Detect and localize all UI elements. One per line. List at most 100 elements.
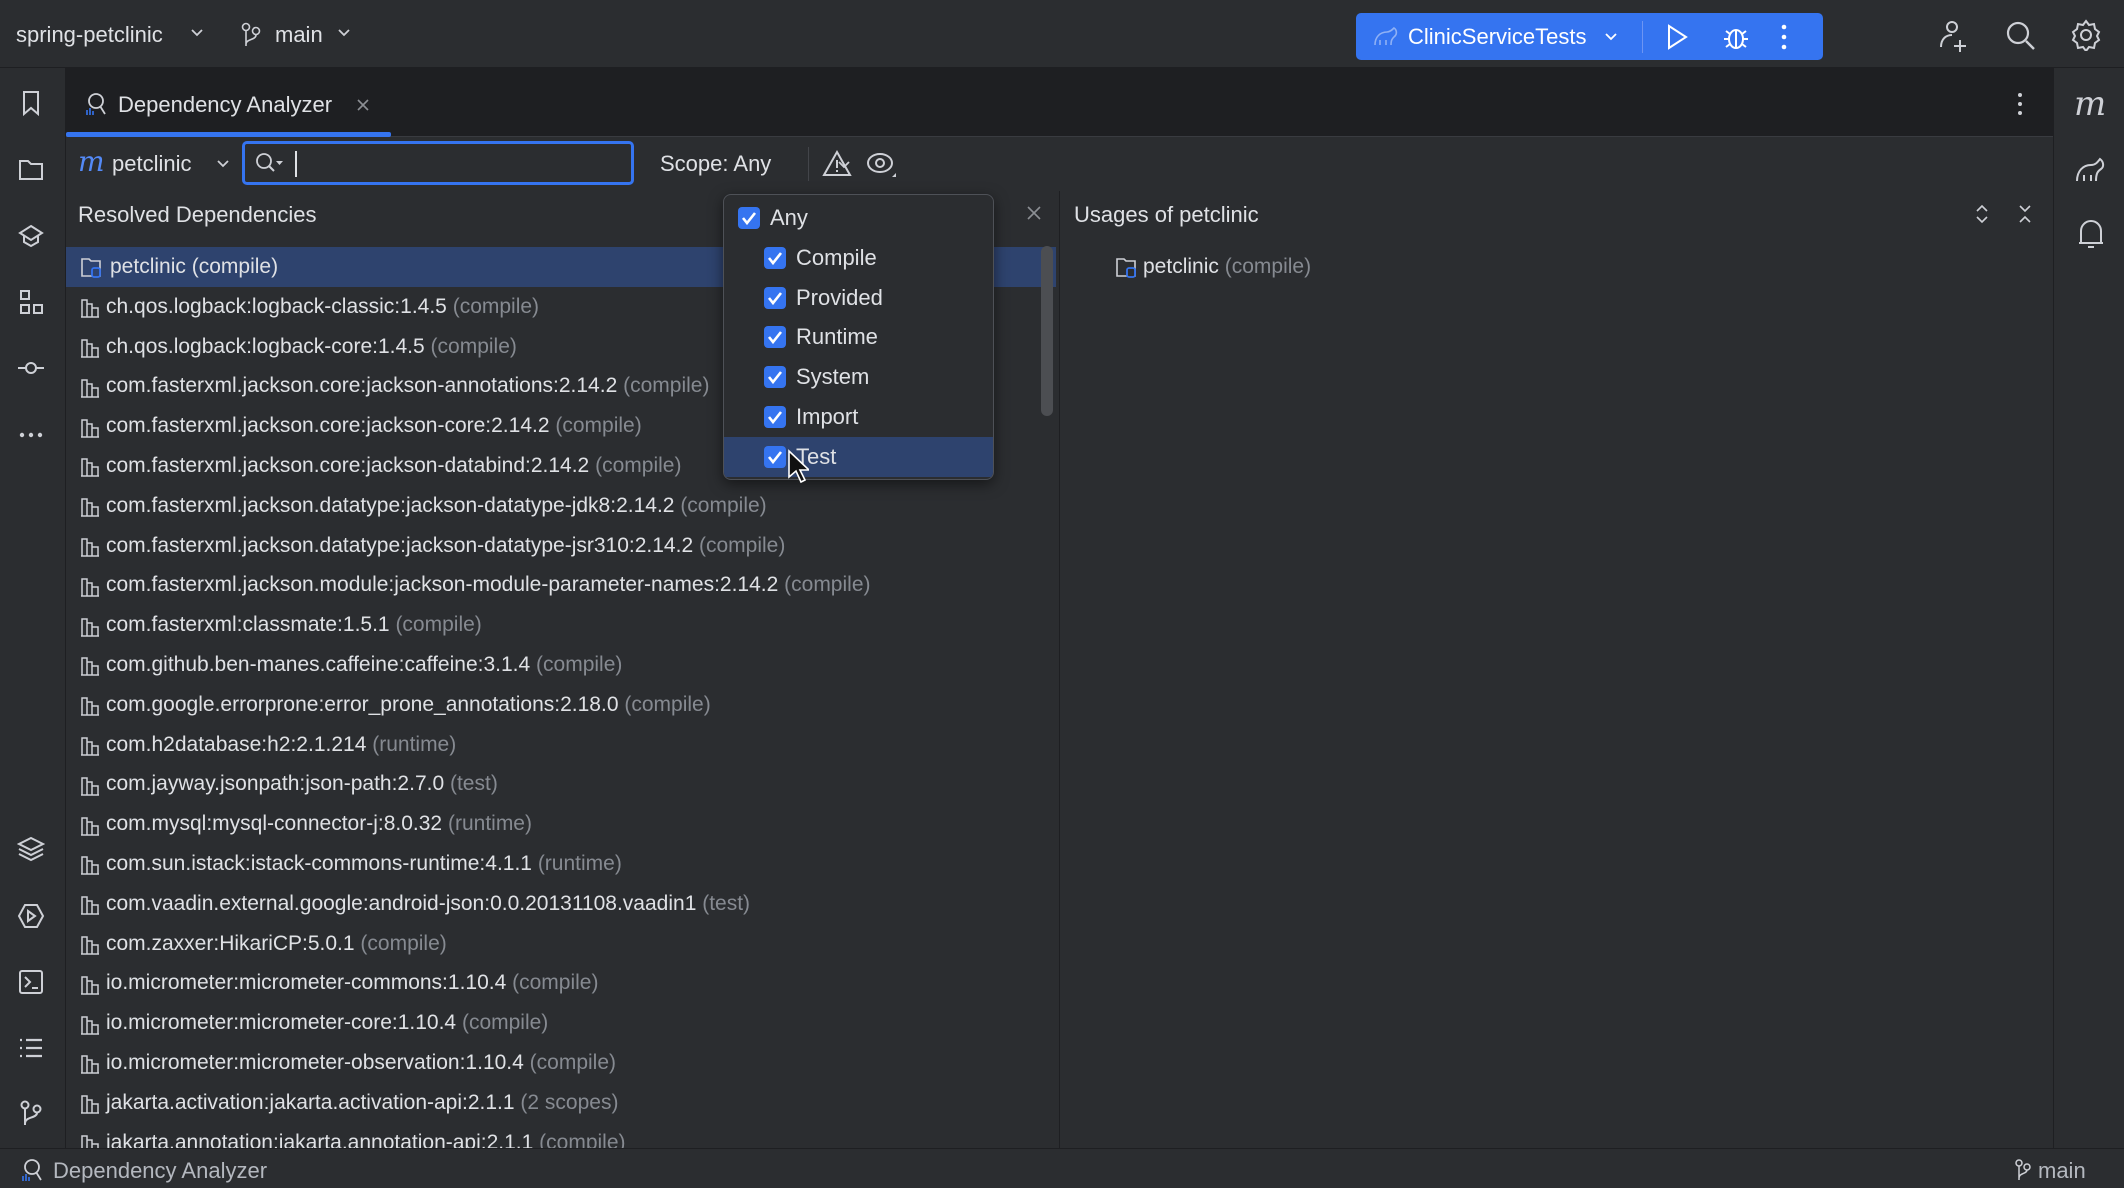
checkmark-icon <box>767 251 783 265</box>
dependency-row[interactable]: com.fasterxml.jackson.core:jackson-datab… <box>66 446 1056 486</box>
chevron-down-icon <box>191 29 203 37</box>
library-icon <box>81 1135 99 1154</box>
module-selector[interactable]: m petclinic <box>78 145 229 181</box>
tab-dependency-analyzer[interactable]: Dependency Analyzer <box>66 68 391 137</box>
scope-option-runtime[interactable]: Runtime <box>724 317 993 357</box>
dependency-name: com.mysql:mysql-connector-j:8.0.32 <box>106 812 443 836</box>
bookmarks-icon[interactable] <box>17 89 45 117</box>
debug-button[interactable] <box>1722 23 1750 51</box>
layers-icon[interactable] <box>17 835 45 863</box>
library-icon <box>81 896 99 915</box>
tab-options-icon[interactable] <box>2016 92 2024 116</box>
project-folder-icon[interactable] <box>17 155 45 183</box>
dependency-row[interactable]: com.mysql:mysql-connector-j:8.0.32 (runt… <box>66 804 1056 844</box>
dependency-row[interactable]: com.zaxxer:HikariCP:5.0.1 (compile) <box>66 924 1056 964</box>
dependency-scope: (compile) <box>452 294 540 318</box>
problems-list-icon[interactable] <box>17 1034 45 1062</box>
usage-row[interactable]: petclinic (compile) <box>1115 247 1311 287</box>
dependency-scope: (runtime) <box>537 852 622 875</box>
dependency-scope: (compile) <box>529 1051 617 1074</box>
search-icon[interactable] <box>2005 20 2037 52</box>
more-actions-icon[interactable] <box>1780 23 1788 51</box>
dependency-scope: (runtime) <box>372 732 457 756</box>
dependency-row[interactable]: com.fasterxml.jackson.datatype:jackson-d… <box>66 526 1056 566</box>
more-tools-icon[interactable] <box>17 421 45 449</box>
project-selector[interactable]: spring-petclinic <box>16 22 163 47</box>
scope-option-compile[interactable]: Compile <box>724 238 993 278</box>
dependency-row[interactable]: ch.qos.logback:logback-classic:1.4.5 (co… <box>66 287 1056 327</box>
dependency-row[interactable]: com.fasterxml.jackson.module:jackson-mod… <box>66 565 1056 605</box>
dependency-row[interactable]: com.h2database:h2:2.1.214 (runtime) <box>66 725 1056 765</box>
library-icon <box>81 1015 99 1035</box>
dependency-row[interactable]: com.sun.istack:istack-commons-runtime:4.… <box>66 844 1056 884</box>
dependency-row[interactable]: io.micrometer:micrometer-commons:1.10.4 … <box>66 963 1056 1003</box>
scope-option-test[interactable]: Test <box>724 436 993 477</box>
panel-divider[interactable] <box>1059 191 1060 1148</box>
view-options-eye-icon[interactable] <box>866 149 898 179</box>
checkbox[interactable] <box>764 326 786 349</box>
dependency-scope: (compile) <box>539 1130 626 1154</box>
text-caret <box>295 151 297 177</box>
dependency-row[interactable]: io.micrometer:micrometer-observation:1.1… <box>66 1043 1056 1083</box>
add-user-icon[interactable] <box>1938 19 1972 53</box>
commit-icon[interactable] <box>17 354 45 382</box>
scope-option-system[interactable]: System <box>724 357 993 397</box>
settings-gear-icon[interactable] <box>2070 19 2102 51</box>
dependency-row[interactable]: io.micrometer:micrometer-core:1.10.4 (co… <box>66 1003 1056 1043</box>
run-button[interactable] <box>1664 23 1690 51</box>
show-conflicts-warning-icon[interactable] <box>822 149 852 177</box>
checkmark-icon <box>767 331 783 345</box>
gradle-icon <box>1374 26 1398 46</box>
scope-option-provided[interactable]: Provided <box>724 278 993 318</box>
option-label: Provided <box>796 284 883 310</box>
collapse-all-icon[interactable] <box>2017 203 2033 225</box>
dependency-row[interactable]: jakarta.annotation:jakarta.annotation-ap… <box>66 1123 1056 1163</box>
status-branch[interactable]: main <box>2038 1158 2086 1183</box>
terminal-icon[interactable] <box>17 968 45 996</box>
checkbox[interactable] <box>764 246 786 269</box>
dependency-row[interactable]: com.jayway.jsonpath:json-path:2.7.0 (tes… <box>66 764 1056 804</box>
dependency-row[interactable]: ch.qos.logback:logback-core:1.4.5 (compi… <box>66 327 1056 367</box>
run-configuration-selector[interactable]: ClinicServiceTests <box>1408 24 1587 49</box>
checkbox[interactable] <box>764 286 786 309</box>
dependency-scope: (compile) <box>623 374 710 398</box>
learn-icon[interactable] <box>17 222 45 250</box>
structure-icon[interactable] <box>17 288 45 316</box>
dependency-row[interactable]: com.fasterxml.jackson.core:jackson-core:… <box>66 406 1056 446</box>
notifications-bell-icon[interactable] <box>2076 218 2106 252</box>
checkbox[interactable] <box>764 406 786 428</box>
scope-option-any[interactable]: Any <box>724 198 993 238</box>
library-icon <box>81 697 99 716</box>
chevron-down-icon <box>838 161 850 169</box>
dependency-row[interactable]: com.fasterxml.jackson.core:jackson-annot… <box>66 366 1056 406</box>
library-icon <box>81 538 99 557</box>
status-tool-name[interactable]: Dependency Analyzer <box>53 1158 268 1183</box>
dependency-row[interactable]: com.github.ben-manes.caffeine:caffeine:3… <box>66 645 1056 685</box>
search-input[interactable] <box>242 141 634 185</box>
branch-selector[interactable]: main <box>275 22 323 47</box>
checkbox[interactable] <box>764 445 786 468</box>
dependency-row[interactable]: com.fasterxml.jackson.datatype:jackson-d… <box>66 486 1056 526</box>
dependency-scope: (test) <box>702 891 751 915</box>
dependency-row[interactable]: com.google.errorprone:error_prone_annota… <box>66 685 1056 725</box>
checkbox[interactable] <box>738 207 760 229</box>
dependency-scope: (compile) <box>360 931 447 955</box>
module-folder-icon <box>1116 258 1136 279</box>
scope-label: Scope: Any <box>660 151 772 176</box>
gradle-icon[interactable] <box>2074 155 2108 185</box>
maven-icon[interactable]: m <box>2074 84 2107 124</box>
scope-filter-dropdown[interactable]: Scope: Any <box>660 147 855 181</box>
dependency-row[interactable]: jakarta.activation:jakarta.activation-ap… <box>66 1083 1056 1123</box>
close-tab-icon[interactable] <box>356 98 370 112</box>
scope-option-import[interactable]: Import <box>724 397 993 437</box>
dependency-row[interactable]: com.vaadin.external.google:android-json:… <box>66 884 1056 924</box>
checkmark-icon <box>767 411 783 425</box>
expand-all-icon[interactable] <box>1974 203 1990 225</box>
close-panel-icon[interactable] <box>1026 205 1042 221</box>
panel-title: Resolved Dependencies <box>78 202 317 227</box>
dependency-row[interactable]: com.fasterxml:classmate:1.5.1 (compile) <box>66 605 1056 645</box>
services-run-icon[interactable] <box>17 902 45 930</box>
git-icon[interactable] <box>17 1099 45 1127</box>
checkbox[interactable] <box>764 366 786 389</box>
vertical-scrollbar[interactable] <box>1041 246 1053 416</box>
